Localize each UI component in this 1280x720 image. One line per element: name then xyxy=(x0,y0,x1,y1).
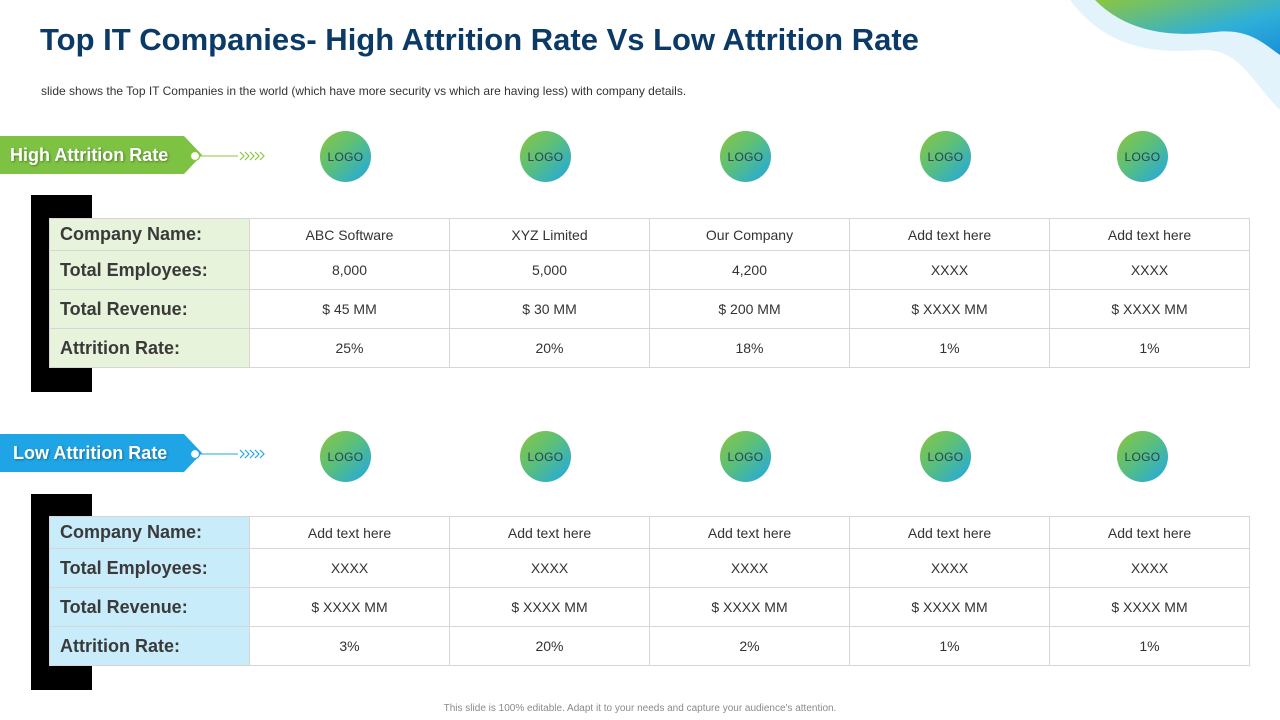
table-row: Company Name: ABC Software XYZ Limited O… xyxy=(49,218,1250,251)
row-label-total-employees: Total Employees: xyxy=(49,548,250,588)
high-company-4-logo: LOGO xyxy=(920,131,971,182)
employees-cell: XXXX xyxy=(1049,250,1250,290)
table-row: Company Name: Add text here Add text her… xyxy=(49,516,1250,549)
attrition-cell: 1% xyxy=(1049,626,1250,666)
low-company-3-logo: LOGO xyxy=(720,431,771,482)
attrition-cell: 1% xyxy=(849,328,1050,368)
company-name-cell: Add text here xyxy=(849,516,1050,549)
row-label-total-revenue: Total Revenue: xyxy=(49,587,250,627)
low-company-2-logo: LOGO xyxy=(520,431,571,482)
row-label-attrition-rate: Attrition Rate: xyxy=(49,328,250,368)
company-name-cell: Add text here xyxy=(1049,218,1250,251)
row-label-attrition-rate: Attrition Rate: xyxy=(49,626,250,666)
company-name-cell: Our Company xyxy=(649,218,850,251)
revenue-cell: $ 200 MM xyxy=(649,289,850,329)
employees-cell: 5,000 xyxy=(449,250,650,290)
revenue-cell: $ XXXX MM xyxy=(849,289,1050,329)
company-name-cell: Add text here xyxy=(249,516,450,549)
attrition-cell: 18% xyxy=(649,328,850,368)
low-attrition-tag: Low Attrition Rate xyxy=(0,434,202,472)
high-company-1-logo: LOGO xyxy=(320,131,371,182)
high-attrition-table: Company Name: ABC Software XYZ Limited O… xyxy=(49,218,1250,368)
revenue-cell: $ XXXX MM xyxy=(1049,587,1250,627)
employees-cell: XXXX xyxy=(649,548,850,588)
revenue-cell: $ XXXX MM xyxy=(449,587,650,627)
revenue-cell: $ XXXX MM xyxy=(649,587,850,627)
company-name-cell: Add text here xyxy=(649,516,850,549)
employees-cell: XXXX xyxy=(849,250,1050,290)
revenue-cell: $ XXXX MM xyxy=(1049,289,1250,329)
row-label-company-name: Company Name: xyxy=(49,516,250,549)
company-name-cell: Add text here xyxy=(1049,516,1250,549)
attrition-cell: 2% xyxy=(649,626,850,666)
high-attrition-tag: High Attrition Rate xyxy=(0,136,202,174)
table-row: Attrition Rate: 25% 20% 18% 1% 1% xyxy=(49,328,1250,368)
attrition-cell: 1% xyxy=(1049,328,1250,368)
footer-note: This slide is 100% editable. Adapt it to… xyxy=(443,703,837,714)
table-row: Total Employees: 8,000 5,000 4,200 XXXX … xyxy=(49,250,1250,290)
employees-cell: XXXX xyxy=(449,548,650,588)
high-company-5-logo: LOGO xyxy=(1117,131,1168,182)
employees-cell: XXXX xyxy=(249,548,450,588)
high-connector-arrow-icon xyxy=(189,150,265,162)
revenue-cell: $ XXXX MM xyxy=(249,587,450,627)
table-row: Attrition Rate: 3% 20% 2% 1% 1% xyxy=(49,626,1250,666)
company-name-cell: Add text here xyxy=(449,516,650,549)
company-name-cell: ABC Software xyxy=(249,218,450,251)
attrition-cell: 20% xyxy=(449,626,650,666)
table-row: Total Revenue: $ 45 MM $ 30 MM $ 200 MM … xyxy=(49,289,1250,329)
attrition-cell: 3% xyxy=(249,626,450,666)
row-label-total-employees: Total Employees: xyxy=(49,250,250,290)
revenue-cell: $ 45 MM xyxy=(249,289,450,329)
page-title: Top IT Companies- High Attrition Rate Vs… xyxy=(40,22,919,57)
low-company-4-logo: LOGO xyxy=(920,431,971,482)
row-label-company-name: Company Name: xyxy=(49,218,250,251)
company-name-cell: XYZ Limited xyxy=(449,218,650,251)
attrition-cell: 20% xyxy=(449,328,650,368)
attrition-cell: 25% xyxy=(249,328,450,368)
revenue-cell: $ XXXX MM xyxy=(849,587,1050,627)
employees-cell: XXXX xyxy=(849,548,1050,588)
table-row: Total Revenue: $ XXXX MM $ XXXX MM $ XXX… xyxy=(49,587,1250,627)
attrition-cell: 1% xyxy=(849,626,1050,666)
row-label-total-revenue: Total Revenue: xyxy=(49,289,250,329)
table-row: Total Employees: XXXX XXXX XXXX XXXX XXX… xyxy=(49,548,1250,588)
employees-cell: 8,000 xyxy=(249,250,450,290)
low-connector-arrow-icon xyxy=(189,448,265,460)
revenue-cell: $ 30 MM xyxy=(449,289,650,329)
high-company-3-logo: LOGO xyxy=(720,131,771,182)
high-company-2-logo: LOGO xyxy=(520,131,571,182)
low-attrition-table: Company Name: Add text here Add text her… xyxy=(49,516,1250,666)
employees-cell: 4,200 xyxy=(649,250,850,290)
low-company-5-logo: LOGO xyxy=(1117,431,1168,482)
low-company-1-logo: LOGO xyxy=(320,431,371,482)
company-name-cell: Add text here xyxy=(849,218,1050,251)
employees-cell: XXXX xyxy=(1049,548,1250,588)
page-subtitle: slide shows the Top IT Companies in the … xyxy=(41,84,687,98)
corner-wave-decoration xyxy=(1070,0,1280,110)
